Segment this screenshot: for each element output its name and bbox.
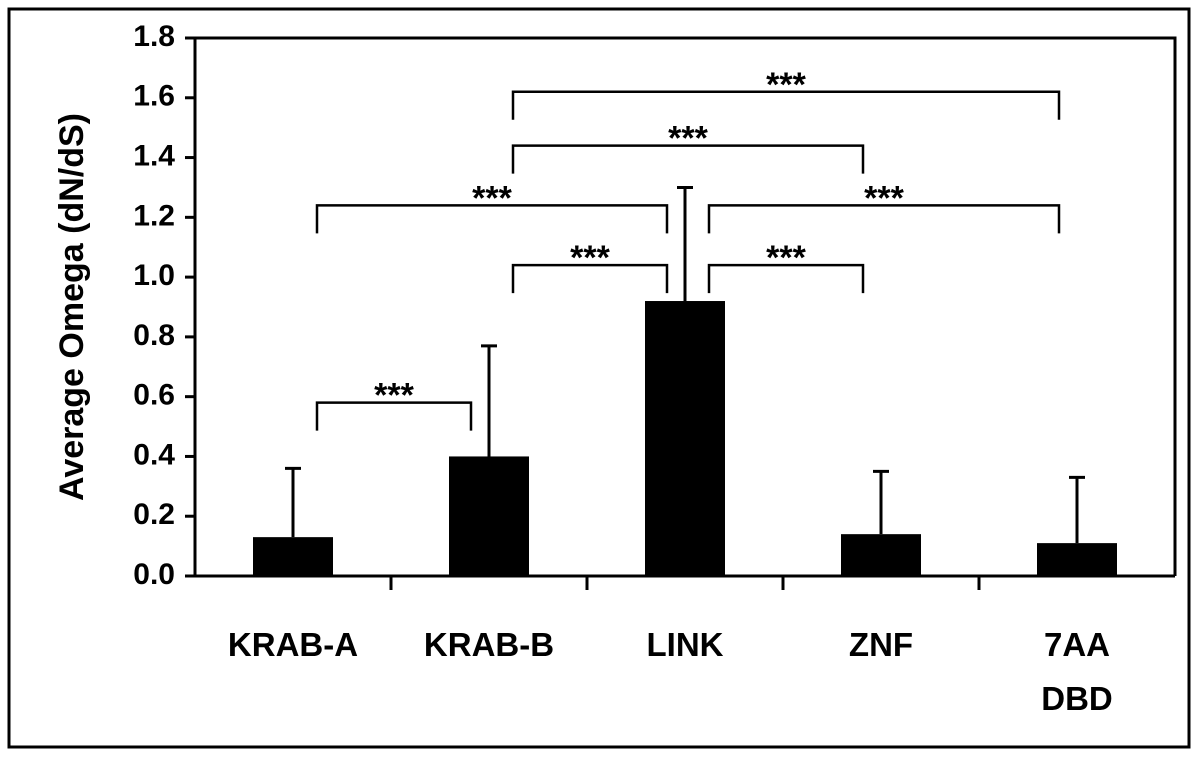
bar — [449, 456, 529, 576]
y-tick-label: 0.8 — [133, 319, 175, 352]
significance-bracket — [511, 144, 865, 174]
x-tick-label: KRAB-B — [423, 626, 555, 663]
y-tick-label: 1.4 — [133, 139, 175, 172]
significance-label: *** — [668, 120, 708, 158]
x-tick-label: ZNF — [848, 626, 914, 663]
bar — [645, 301, 725, 576]
significance-label: *** — [570, 239, 610, 277]
significance-bracket — [511, 263, 669, 294]
y-tick-label: 0.4 — [133, 438, 175, 471]
y-tick-label: 0.2 — [133, 498, 175, 531]
bar — [253, 537, 333, 576]
x-tick-label: LINK — [646, 626, 724, 663]
significance-bracket — [315, 204, 669, 234]
y-tick-label: 0.6 — [133, 379, 175, 412]
y-tick-label: 1.6 — [133, 80, 175, 113]
significance-label: *** — [766, 239, 806, 277]
y-tick-label: 1.8 — [133, 20, 175, 53]
error-bar — [285, 466, 301, 538]
significance-label: *** — [472, 179, 512, 217]
x-tick-label: KRAB-A — [227, 626, 359, 663]
y-tick-label: 1.2 — [133, 199, 175, 232]
significance-label: *** — [374, 377, 414, 415]
error-bar — [677, 185, 693, 302]
y-tick-label: 0.0 — [133, 558, 175, 591]
y-tick-label: 1.0 — [133, 259, 175, 292]
significance-bracket — [707, 263, 865, 294]
significance-label: *** — [864, 179, 904, 217]
outer-frame — [7, 7, 1191, 749]
error-bar — [873, 469, 889, 535]
y-axis-title: Average Omega (dN/dS) — [53, 113, 91, 501]
significance-label: *** — [766, 66, 806, 104]
significance-bracket — [315, 401, 473, 431]
error-bar — [1069, 475, 1085, 544]
error-bar — [481, 344, 497, 457]
significance-bracket — [511, 90, 1061, 120]
x-tick-label: 7AA DBD — [1041, 626, 1113, 717]
bar — [1037, 543, 1117, 576]
plot-frame — [195, 36, 1177, 576]
significance-bracket — [707, 204, 1061, 234]
bar — [841, 534, 921, 576]
